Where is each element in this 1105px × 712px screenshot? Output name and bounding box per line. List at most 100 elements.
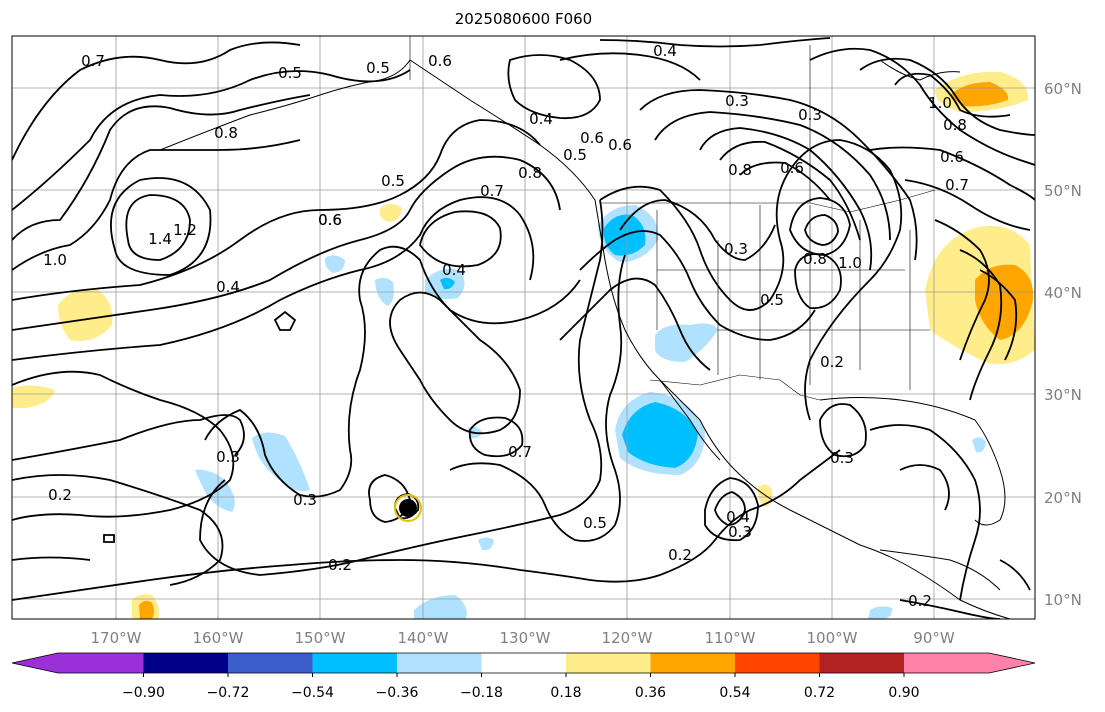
contour-label: 0.6 [428, 52, 452, 70]
colorbar-segment [735, 653, 820, 673]
colorbar-outline [11, 652, 1036, 674]
colorbar-extend-low [12, 653, 58, 673]
negative-fill-region [440, 277, 455, 290]
contour-label: 0.7 [945, 176, 969, 194]
contour-labels: 0.7 0.60.5 0.50.40.30.30.8 0.60.80.60.50.70… [43, 42, 969, 610]
contour-label: 0.4 [216, 278, 240, 296]
colorbar-segment [397, 653, 482, 673]
negative-fill-region [478, 537, 494, 551]
contour-label: 0.7 [81, 52, 105, 70]
contour-label: 0.6 [318, 211, 342, 229]
baja-california-coast [659, 379, 721, 461]
contour-label: 1.2 [173, 221, 197, 239]
contour-label: 0.5 [760, 291, 784, 309]
contour-label: 0.8 [943, 116, 967, 134]
colorbar-segment [566, 653, 651, 673]
negative-fill-region [252, 432, 310, 492]
negative-fill-region [868, 606, 893, 619]
contour-label: 0.3 [830, 449, 854, 467]
colorbar-segment [650, 653, 735, 673]
colorbar-tick-label: −0.36 [376, 685, 419, 701]
colorbar-tick-label: −0.72 [207, 685, 250, 701]
contour-label: 0.7 [480, 182, 504, 200]
colorbar-segment [58, 653, 144, 673]
positive-fill-region [58, 288, 113, 341]
positive-fill-region [12, 385, 55, 408]
contour-label: 0.4 [442, 261, 466, 279]
colorbar-tick-label: −0.90 [122, 685, 165, 701]
contour-label: 0.3 [724, 240, 748, 258]
lon-label-150w: 150°W [295, 629, 346, 647]
contour-label: 0.3 [725, 92, 749, 110]
contour-label: 0.3 [798, 106, 822, 124]
hudson-bay-coast [879, 59, 961, 81]
closed-low-marker [394, 494, 422, 522]
lat-label-50n: 50°N [1044, 182, 1082, 200]
contour-label: 0.5 [583, 514, 607, 532]
negative-fill-region [324, 255, 345, 273]
contour-label: 1.0 [928, 94, 952, 112]
positive-fill-region [139, 600, 154, 619]
contour-label: 0.3 [216, 448, 240, 466]
contour-label: 0.8 [803, 250, 827, 268]
lon-label-120w: 120°W [602, 629, 653, 647]
colorbar-tick-label: 0.36 [635, 685, 666, 701]
colorbar-tick-label: 0.54 [719, 685, 750, 701]
colorbar-segment [819, 653, 904, 673]
filled-anomaly-regions [12, 71, 1035, 619]
lat-label-60n: 60°N [1044, 80, 1082, 98]
colorbar-tick-label: 0.90 [888, 685, 919, 701]
lat-label-20n: 20°N [1044, 489, 1082, 507]
lat-label-10n: 10°N [1044, 591, 1082, 609]
colorbar-extend-high [989, 653, 1035, 673]
colorbar-tick-label: −0.54 [291, 685, 334, 701]
political-borders [409, 36, 936, 401]
contour-label: 0.8 [214, 124, 238, 142]
lat-label-40n: 40°N [1044, 284, 1082, 302]
contour-label: 0.2 [48, 486, 72, 504]
contour-label: 1.0 [838, 254, 862, 272]
contour-label: 0.3 [293, 491, 317, 509]
gulf-of-mexico-coast [819, 397, 1006, 526]
lon-label-140w: 140°W [398, 629, 449, 647]
colorbar-tick-label: 0.72 [804, 685, 835, 701]
plot-frame [11, 35, 1036, 620]
lon-label-110w: 110°W [705, 629, 756, 647]
latitude-labels: 60°N 50°N 40°N 30°N 20°N 10°N [1044, 80, 1082, 609]
lon-label-130w: 130°W [500, 629, 551, 647]
contour-label: 0.4 [726, 508, 750, 526]
contour-label: 0.8 [518, 164, 542, 182]
alaska-coast [159, 59, 411, 151]
contour-label: 0.2 [908, 592, 932, 610]
contour-label: 0.4 [653, 42, 677, 60]
contour-label: 0.5 [366, 59, 390, 77]
contour-lines [12, 37, 1035, 619]
contour-label: 0.7 [508, 443, 532, 461]
contour-label: 0.6 [608, 136, 632, 154]
lon-label-170w: 170°W [91, 629, 142, 647]
colorbar-tick-label: −0.18 [460, 685, 503, 701]
contour-label: 1.0 [43, 251, 67, 269]
contour-label: 0.3 [728, 523, 752, 541]
lat-label-30n: 30°N [1044, 386, 1082, 404]
contour-label: 0.5 [381, 172, 405, 190]
lon-label-160w: 160°W [193, 629, 244, 647]
lon-label-100w: 100°W [807, 629, 858, 647]
contour-label: 1.4 [148, 230, 172, 248]
positive-fill-region [379, 204, 402, 222]
colorbar-segment [312, 653, 397, 673]
contour-label: 0.2 [820, 353, 844, 371]
map-title: 2025080600 F060 [454, 10, 593, 28]
contour-label: 0.6 [940, 148, 964, 166]
colorbar: −0.90 −0.72 −0.54 −0.36 −0.18 0.18 0.36 0.54 0.7… [11, 652, 1036, 701]
contour-label: 0.2 [668, 546, 692, 564]
contour-label: 0.5 [563, 146, 587, 164]
lon-label-90w: 90°W [913, 629, 955, 647]
colorbar-segment [481, 653, 566, 673]
colorbar-segment [228, 653, 313, 673]
contour-label: 0.6 [318, 211, 342, 229]
colorbar-segment [904, 653, 989, 673]
plot-area [12, 36, 1035, 619]
contour-label: 0.6 [780, 159, 804, 177]
